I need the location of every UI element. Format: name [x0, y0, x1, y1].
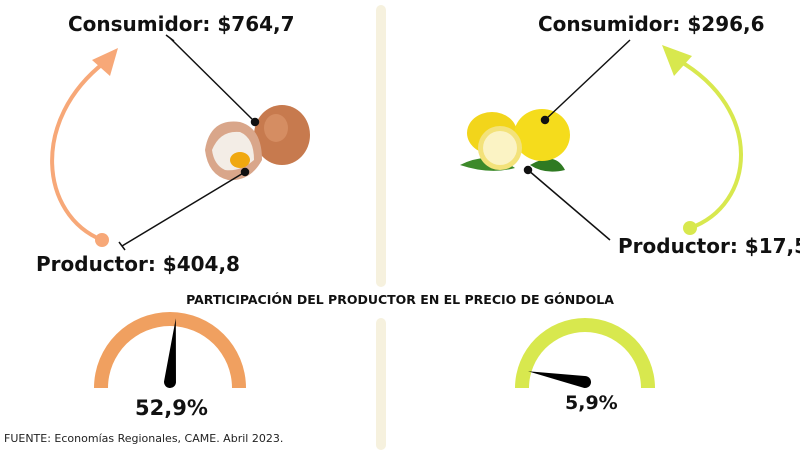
lemons-producer-price: Productor: $17,5 — [618, 234, 800, 258]
section-title: PARTICIPACIÓN DEL PRODUCTOR EN EL PRECIO… — [186, 292, 614, 307]
gauge-arc-1 — [515, 318, 655, 388]
source-note: FUENTE: Economías Regionales, CAME. Abri… — [4, 432, 284, 445]
eggs-share-value: 52,9% — [135, 396, 208, 420]
gauge-needle-0 — [163, 318, 176, 389]
leader-line-lemons-consumer — [544, 39, 631, 121]
lemons-consumer-price: Consumidor: $296,6 — [538, 12, 765, 36]
leader-line-lemons-producer — [527, 169, 611, 241]
gauge-arc-0 — [94, 312, 246, 388]
eggs-consumer-price: Consumidor: $764,7 — [68, 12, 295, 36]
gauge-needle-1 — [527, 371, 592, 389]
lemons-image — [460, 109, 570, 172]
eggs-producer-price: Productor: $404,8 — [36, 252, 240, 276]
eggs-image — [205, 105, 310, 181]
arrow-up-icon-eggs — [50, 48, 118, 247]
lemons-share-value: 5,9% — [565, 392, 618, 414]
arrow-up-icon-lemons — [662, 45, 743, 235]
leader-line-eggs-consumer — [169, 37, 256, 123]
divider-bottom — [376, 318, 386, 450]
divider-top — [376, 5, 386, 287]
leader-line-eggs-producer — [121, 171, 246, 247]
